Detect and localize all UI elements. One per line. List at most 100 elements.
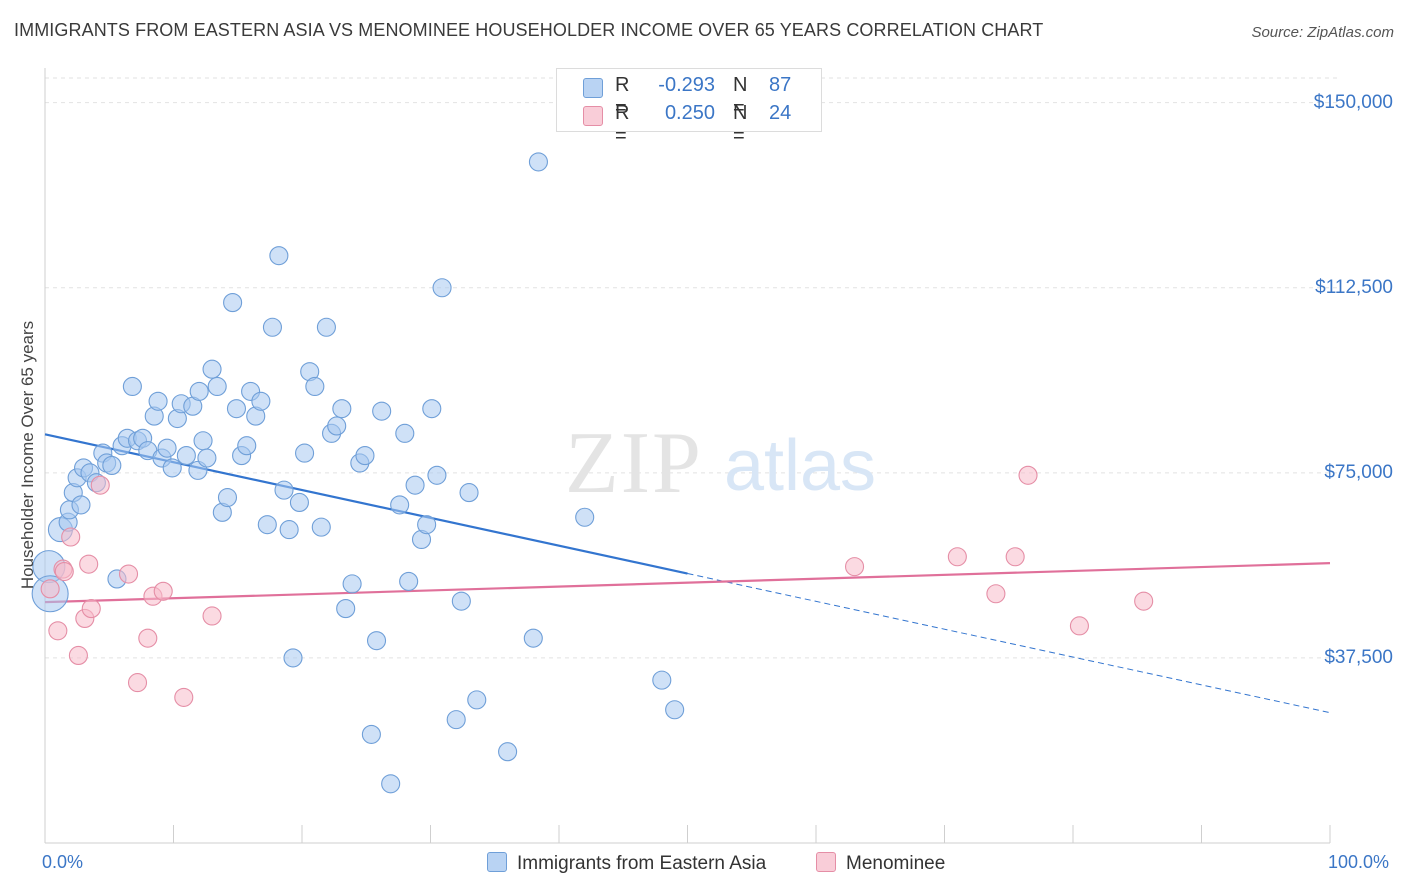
y-tick-label: $150,000 [1313,91,1393,113]
point-eastern-asia [381,774,401,794]
n-label: N = [733,102,748,147]
point-eastern-asia [157,438,177,458]
point-menominee [1005,547,1025,567]
point-eastern-asia [361,724,381,744]
trend-line-eastern-asia-extension [687,573,1331,714]
point-menominee [1018,465,1038,485]
point-eastern-asia [223,293,243,313]
point-eastern-asia [176,446,196,466]
point-eastern-asia [342,574,362,594]
point-eastern-asia [399,571,419,591]
point-menominee [90,475,110,495]
point-eastern-asia [390,495,410,515]
source-label: Source: ZipAtlas.com [1251,24,1394,41]
y-tick-label: $112,500 [1315,276,1393,298]
r-label: R = [615,102,630,147]
point-eastern-asia [279,520,299,540]
point-eastern-asia [102,455,122,475]
point-eastern-asia [467,690,487,710]
point-menominee [68,645,88,666]
point-menominee [40,579,60,599]
x-tick-max: 100.0% [1328,852,1390,872]
point-eastern-asia [269,246,289,266]
point-eastern-asia [316,317,336,337]
point-menominee [54,561,74,582]
point-eastern-asia [575,507,595,527]
chart-title: IMMIGRANTS FROM EASTERN ASIA VS MENOMINE… [14,20,1044,40]
axes [44,68,1331,844]
point-eastern-asia [311,517,331,537]
point-eastern-asia [226,399,247,419]
point-menominee [127,673,148,693]
y-axis-label: Householder Income Over 65 years [18,320,37,590]
point-eastern-asia [523,628,543,648]
point-eastern-asia [237,436,257,456]
point-menominee [153,581,173,601]
x-tick-min: 0.0% [42,852,84,872]
point-eastern-asia [283,648,303,668]
r-value: 0.250 [664,102,715,124]
point-menominee [1134,591,1154,611]
y-tick-label: $37,500 [1324,646,1393,668]
point-menominee [844,557,865,577]
point-eastern-asia [193,431,213,451]
trend-line-menominee [44,562,1331,604]
point-eastern-asia [207,376,227,397]
point-eastern-asia [305,376,325,397]
point-menominee [174,687,194,707]
point-eastern-asia [665,700,685,720]
r-label: R = [615,74,630,119]
point-eastern-asia [422,399,442,419]
point-menominee [79,554,99,574]
point-eastern-asia [197,448,217,468]
point-eastern-asia [395,423,415,443]
point-eastern-asia [405,475,425,495]
point-eastern-asia [295,443,315,463]
point-eastern-asia [355,446,375,466]
point-eastern-asia [289,492,309,513]
legend-swatch-pink [583,106,603,126]
point-eastern-asia [71,495,91,515]
point-eastern-asia [417,515,437,535]
point-eastern-asia [202,359,222,379]
r-value: -0.293 [658,74,715,96]
point-eastern-asia [498,742,518,762]
legend-swatch-blue [487,852,507,872]
point-eastern-asia [432,278,452,298]
point-menominee [986,584,1006,604]
point-menominee [61,527,81,547]
legend-label: Menominee [846,853,946,874]
point-menominee [202,606,222,626]
point-eastern-asia [257,515,277,535]
point-eastern-asia [459,483,479,503]
point-menominee [48,621,68,641]
point-menominee [138,628,158,648]
point-menominee [118,564,139,584]
y-tick-label: $75,000 [1324,461,1393,483]
point-eastern-asia [122,376,142,397]
point-eastern-asia [189,381,209,401]
point-eastern-asia [332,399,352,419]
point-eastern-asia [262,317,282,337]
point-eastern-asia [652,670,672,690]
data-points [31,152,1154,794]
point-eastern-asia [251,391,271,411]
point-eastern-asia [451,591,471,611]
point-eastern-asia [528,152,548,172]
point-eastern-asia [446,710,466,730]
point-menominee [81,599,101,619]
point-eastern-asia [327,416,347,436]
point-eastern-asia [274,480,294,500]
point-eastern-asia [217,487,238,508]
n-value: 87 [769,74,792,96]
legend-swatch-blue [583,78,603,98]
point-eastern-asia [372,401,392,421]
n-label: N = [733,74,748,119]
watermark-zip: ZIP [565,415,703,512]
point-eastern-asia [336,599,356,619]
point-eastern-asia [162,458,182,478]
correlation-legend: R = -0.293 N = 87 R = 0.250 N = 24 [556,68,822,147]
legend-item-eastern-asia: Immigrants from Eastern Asia [487,852,766,875]
legend-item-menominee: Menominee [816,852,945,875]
